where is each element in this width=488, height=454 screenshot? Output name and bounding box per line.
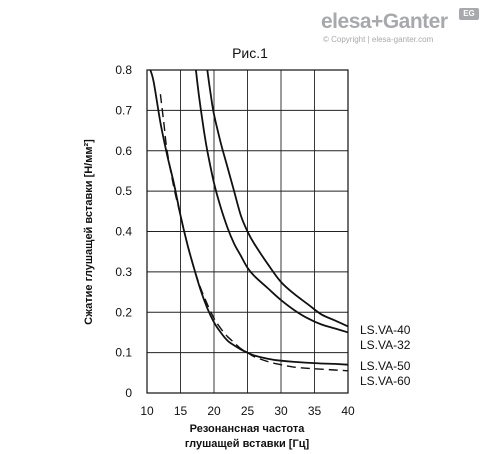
y-tick-label: 0 <box>125 386 132 400</box>
x-tick-label: 30 <box>274 404 288 418</box>
y-axis-label: Сжатие глушащей вставки [Н/мм²] <box>83 139 95 325</box>
series-line-ls-va-60 <box>159 94 348 372</box>
y-tick-label: 0.7 <box>115 103 132 117</box>
y-tick-label: 0.8 <box>115 63 132 77</box>
x-tick-label: 25 <box>241 404 255 418</box>
logo-text: elesa+Ganter <box>321 10 448 33</box>
logo-copyright: © Copyright | elesa-ganter.com <box>323 35 434 44</box>
y-tick-label: 0.3 <box>115 265 132 279</box>
x-axis-label-line1: Резонансная частота <box>190 423 306 435</box>
y-tick-label: 0.1 <box>115 346 132 360</box>
x-tick-label: 40 <box>341 404 355 418</box>
series-line-ls-va-50 <box>149 70 348 366</box>
series-group <box>149 70 348 372</box>
x-axis-label-line2: глушащей вставки [Гц] <box>185 438 310 450</box>
x-tick-label: 35 <box>308 404 322 418</box>
y-tick-label: 0.6 <box>115 144 132 158</box>
y-tick-label: 0.2 <box>115 305 132 319</box>
legend-entry: LS.VA-40 <box>360 323 411 337</box>
y-tick-labels: 0 0.1 0.2 0.3 0.4 0.5 0.6 0.7 0.8 <box>115 63 132 400</box>
series-line-ls-va-32 <box>195 70 348 334</box>
legend-entry: LS.VA-32 <box>360 338 411 352</box>
series-line-ls-va-40 <box>206 70 348 328</box>
x-tick-label: 15 <box>174 404 188 418</box>
y-tick-label: 0.4 <box>115 225 132 239</box>
legend-entry: LS.VA-50 <box>360 359 411 373</box>
x-tick-labels: 10 15 20 25 30 35 40 <box>140 404 355 418</box>
chart-title: Рис.1 <box>232 45 268 61</box>
logo: elesa+Ganter EG © Copyright | elesa-gant… <box>321 8 481 48</box>
plot-frame <box>146 69 349 394</box>
x-tick-label: 20 <box>207 404 221 418</box>
logo-badge: EG <box>459 8 479 20</box>
y-tick-label: 0.5 <box>115 184 132 198</box>
legend-entry: LS.VA-60 <box>360 374 411 388</box>
x-tick-label: 10 <box>140 404 154 418</box>
